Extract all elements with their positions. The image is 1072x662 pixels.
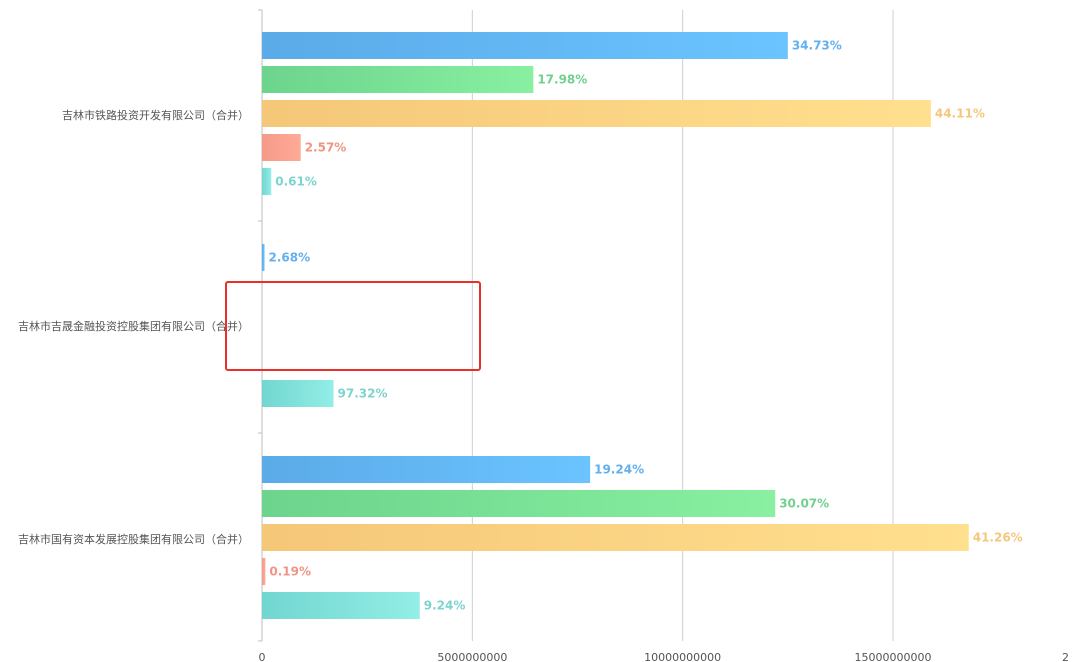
bar-value-label: 44.11% bbox=[935, 107, 985, 121]
bar bbox=[262, 456, 591, 483]
bar-value-label: 17.98% bbox=[537, 73, 587, 87]
bar-value-label: 30.07% bbox=[779, 497, 829, 511]
bar bbox=[262, 380, 334, 407]
bar bbox=[262, 244, 265, 271]
x-axis-tick-labels: 0 5000000000 10000000000 15000000000 2 bbox=[259, 651, 1070, 662]
bar-value-label: 41.26% bbox=[973, 531, 1023, 545]
bar bbox=[262, 66, 534, 93]
bar-value-label: 97.32% bbox=[338, 387, 388, 401]
category-labels: 吉林市铁路投资开发有限公司（合并） 吉林市吉晟金融投资控股集团有限公司（合并） 吉林… bbox=[18, 108, 249, 546]
category-label: 吉林市国有资本发展控股集团有限公司（合并） bbox=[18, 532, 249, 546]
bar bbox=[262, 134, 301, 161]
category-label: 吉林市吉晟金融投资控股集团有限公司（合并） bbox=[18, 319, 249, 333]
bar bbox=[262, 558, 266, 585]
x-tick-label: 5000000000 bbox=[437, 651, 507, 662]
bar bbox=[262, 524, 969, 551]
bar bbox=[262, 592, 420, 619]
bar-series bbox=[262, 32, 969, 619]
x-tick-label: 0 bbox=[259, 651, 266, 662]
x-tick-label: 15000000000 bbox=[855, 651, 932, 662]
bar-value-label: 0.61% bbox=[275, 175, 317, 189]
bar bbox=[262, 168, 272, 195]
bar-value-label: 19.24% bbox=[594, 463, 644, 477]
bar bbox=[262, 32, 788, 59]
bar bbox=[262, 490, 776, 517]
x-tick-label: 10000000000 bbox=[644, 651, 721, 662]
bar bbox=[262, 100, 931, 127]
x-tick-label: 2 bbox=[1062, 651, 1069, 662]
bar-value-label: 0.19% bbox=[269, 565, 311, 579]
bar-value-label: 9.24% bbox=[424, 599, 466, 613]
highlight-annotation-box bbox=[225, 281, 481, 371]
bar-value-label: 2.57% bbox=[305, 141, 347, 155]
category-label: 吉林市铁路投资开发有限公司（合并） bbox=[62, 108, 249, 122]
bar-value-labels: 34.73% 17.98% 44.11% 2.57% 0.61% 2.68% 97.32% 1… bbox=[269, 39, 1023, 613]
bar-value-label: 2.68% bbox=[269, 251, 311, 265]
bar-value-label: 34.73% bbox=[792, 39, 842, 53]
